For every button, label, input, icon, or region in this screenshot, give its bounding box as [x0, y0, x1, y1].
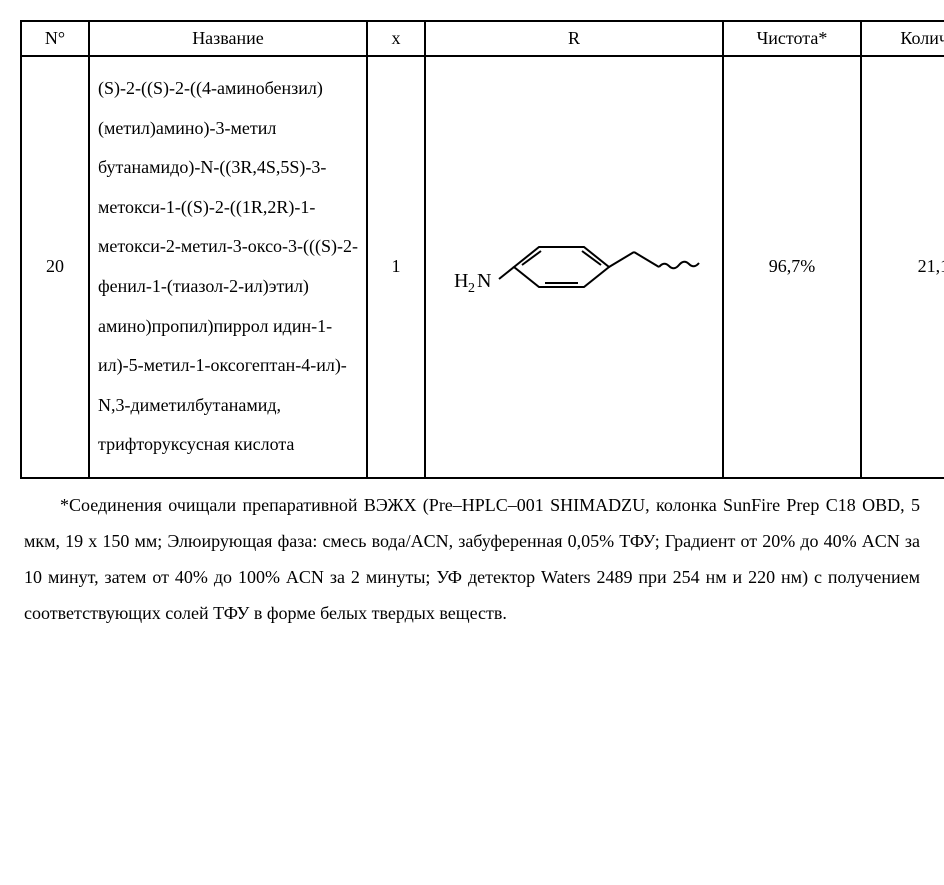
structure-label-n: N — [477, 270, 491, 292]
cell-quantity: 21,1 мг — [861, 56, 944, 478]
cell-x: 1 — [367, 56, 425, 478]
cell-name: (S)-2-((S)-2-((4-аминобензил) (метил)ами… — [89, 56, 367, 478]
footnote-text: *Соединения очищали препаративной ВЭЖХ (… — [20, 487, 924, 631]
table-header-row: N° Название x R Чистота* Количество — [21, 21, 944, 56]
header-r: R — [425, 21, 723, 56]
cell-n: 20 — [21, 56, 89, 478]
table-row: 20 (S)-2-((S)-2-((4-аминобензил) (метил)… — [21, 56, 944, 478]
header-purity: Чистота* — [723, 21, 861, 56]
header-name: Название — [89, 21, 367, 56]
cell-structure: H 2 N — [425, 56, 723, 478]
header-x: x — [367, 21, 425, 56]
header-quantity: Количество — [861, 21, 944, 56]
compound-table: N° Название x R Чистота* Количество 20 (… — [20, 20, 944, 479]
header-n: N° — [21, 21, 89, 56]
structure-label: H — [454, 270, 468, 292]
chemical-structure-icon: H 2 N — [444, 207, 704, 327]
cell-purity: 96,7% — [723, 56, 861, 478]
structure-label-sub: 2 — [468, 281, 475, 296]
